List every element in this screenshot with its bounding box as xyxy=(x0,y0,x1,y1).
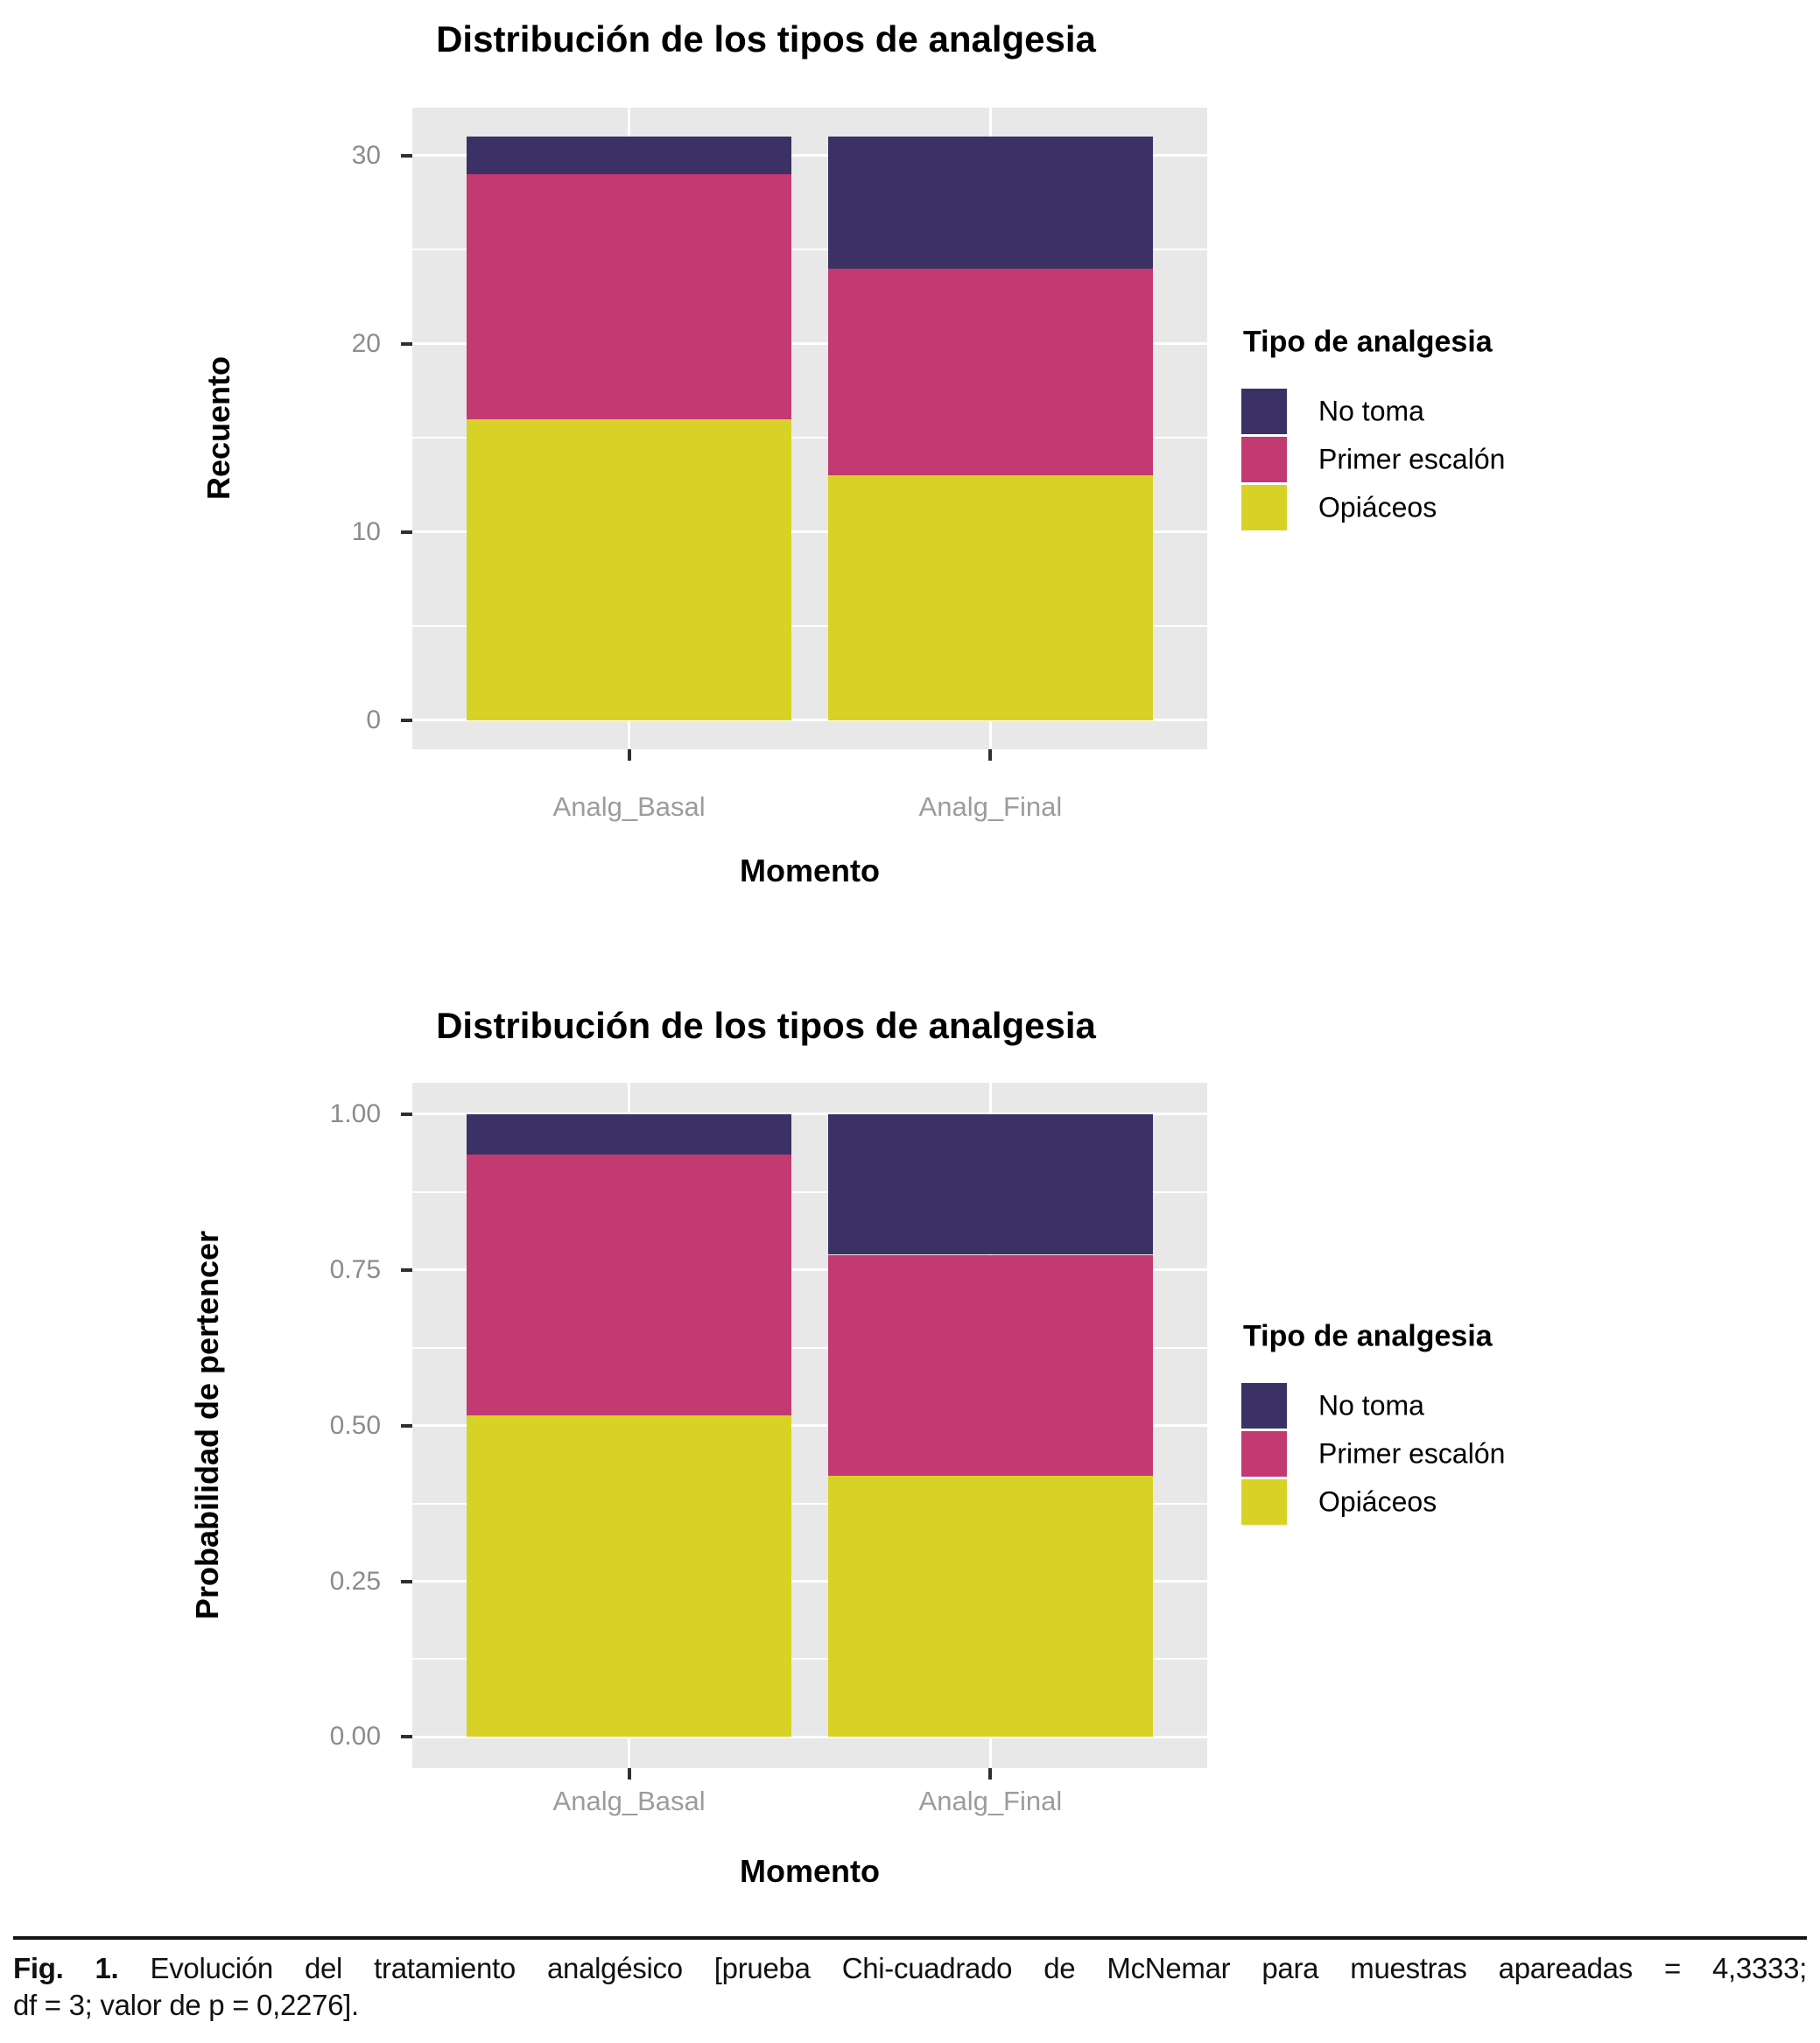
y-tick-label: 10 xyxy=(351,516,381,546)
gridline-major xyxy=(412,1268,1207,1271)
x-tick-mark xyxy=(988,749,993,761)
y-tick-mark xyxy=(401,1112,412,1116)
caption-line1-text: Evolución del tratamiento analgésico [pr… xyxy=(150,1952,1808,1984)
caption-rule xyxy=(13,1936,1807,1940)
y-tick-label: 0.25 xyxy=(329,1566,381,1596)
bar-segment-opiaceos-analg-basal xyxy=(466,1415,792,1738)
gridline-major xyxy=(412,530,1207,534)
y-tick-label: 0.00 xyxy=(329,1722,381,1752)
bar-segment-no-toma-analg-final xyxy=(827,137,1154,269)
legend-swatch-primer-escalon xyxy=(1241,1431,1287,1477)
x-category-label: Analg_Basal xyxy=(552,791,706,822)
figure-caption: Fig. 1. Evolución del tratamiento analgé… xyxy=(13,1936,1807,2024)
x-tick-mark xyxy=(627,749,631,761)
bar-segment-opiaceos-analg-final xyxy=(827,475,1154,720)
legend-swatch-no-toma xyxy=(1241,389,1287,434)
x-category-label: Analg_Final xyxy=(918,791,1063,822)
y-tick-label: 1.00 xyxy=(329,1099,381,1128)
y-tick-mark xyxy=(401,1423,412,1428)
legend-label-no-toma: No toma xyxy=(1318,395,1424,427)
legend-swatch-primer-escalon xyxy=(1241,437,1287,482)
legend-title: Tipo de analgesia xyxy=(1243,325,1493,359)
bar-segment-no-toma-analg-basal xyxy=(466,137,792,175)
y-tick-mark xyxy=(401,1735,412,1739)
y-axis-title: Probabilidad de pertencer xyxy=(189,1230,225,1620)
gridline-minor xyxy=(412,1502,1207,1505)
gridline-minor xyxy=(412,437,1207,439)
legend-label-primer-escalon: Primer escalón xyxy=(1318,443,1506,475)
bar-segment-primer-escalon-analg-final xyxy=(827,1254,1154,1477)
gridline-minor xyxy=(412,1190,1207,1193)
legend-swatch-opiaceos xyxy=(1241,1479,1287,1525)
x-category-label: Analg_Basal xyxy=(552,1786,706,1816)
legend-swatch-opiaceos xyxy=(1241,485,1287,530)
legend-swatch-no-toma xyxy=(1241,1383,1287,1429)
x-tick-mark xyxy=(627,1768,631,1780)
legend-label-primer-escalon: Primer escalón xyxy=(1318,1437,1506,1470)
y-tick-mark xyxy=(401,530,412,534)
x-axis-title: Momento xyxy=(740,853,880,888)
bar-segment-no-toma-analg-final xyxy=(827,1113,1154,1255)
gridline-major xyxy=(412,1580,1207,1583)
gridline-minor xyxy=(412,625,1207,628)
y-tick-label: 20 xyxy=(351,328,381,358)
gridline-major xyxy=(412,1424,1207,1427)
x-category-label: Analg_Final xyxy=(918,1786,1063,1816)
bar-segment-opiaceos-analg-basal xyxy=(466,418,792,720)
chart-title: Distribución de los tipos de analgesia xyxy=(436,18,1096,60)
gridline-minor xyxy=(412,1658,1207,1660)
y-tick-label: 0.50 xyxy=(329,1410,381,1440)
legend-title: Tipo de analgesia xyxy=(1243,1319,1493,1353)
y-tick-mark xyxy=(401,153,412,158)
gridline-minor xyxy=(412,249,1207,251)
bar-segment-primer-escalon-analg-basal xyxy=(466,174,792,419)
bar-segment-primer-escalon-analg-basal xyxy=(466,1154,792,1416)
bar-segment-no-toma-analg-basal xyxy=(466,1113,792,1155)
bar-segment-primer-escalon-analg-final xyxy=(827,268,1154,476)
gridline-minor xyxy=(412,1346,1207,1349)
caption-label: Fig. 1. xyxy=(13,1952,119,1984)
caption-text-line2: df = 3; valor de p = 0,2276]. xyxy=(13,1989,359,2022)
gridline-major xyxy=(412,719,1207,722)
x-tick-mark xyxy=(988,1768,993,1780)
y-tick-mark xyxy=(401,1267,412,1272)
legend-label-no-toma: No toma xyxy=(1318,1389,1424,1422)
y-tick-mark xyxy=(401,341,412,346)
bar-segment-opiaceos-analg-final xyxy=(827,1476,1154,1738)
gridline-major xyxy=(412,1735,1207,1738)
y-tick-label: 0.75 xyxy=(329,1254,381,1284)
gridline-major xyxy=(412,154,1207,158)
y-tick-label: 30 xyxy=(351,140,381,170)
caption-text-line1: Fig. 1. Evolución del tratamiento analgé… xyxy=(13,1950,1807,1987)
chart-title: Distribución de los tipos de analgesia xyxy=(436,1005,1096,1046)
y-tick-label: 0 xyxy=(366,705,381,734)
y-tick-mark xyxy=(401,718,412,722)
gridline-major xyxy=(412,342,1207,346)
legend-label-opiaceos: Opiáceos xyxy=(1318,1485,1437,1518)
gridline-major xyxy=(412,1113,1207,1116)
y-tick-mark xyxy=(401,1579,412,1583)
x-axis-title: Momento xyxy=(740,1853,880,1889)
legend-label-opiaceos: Opiáceos xyxy=(1318,491,1437,523)
